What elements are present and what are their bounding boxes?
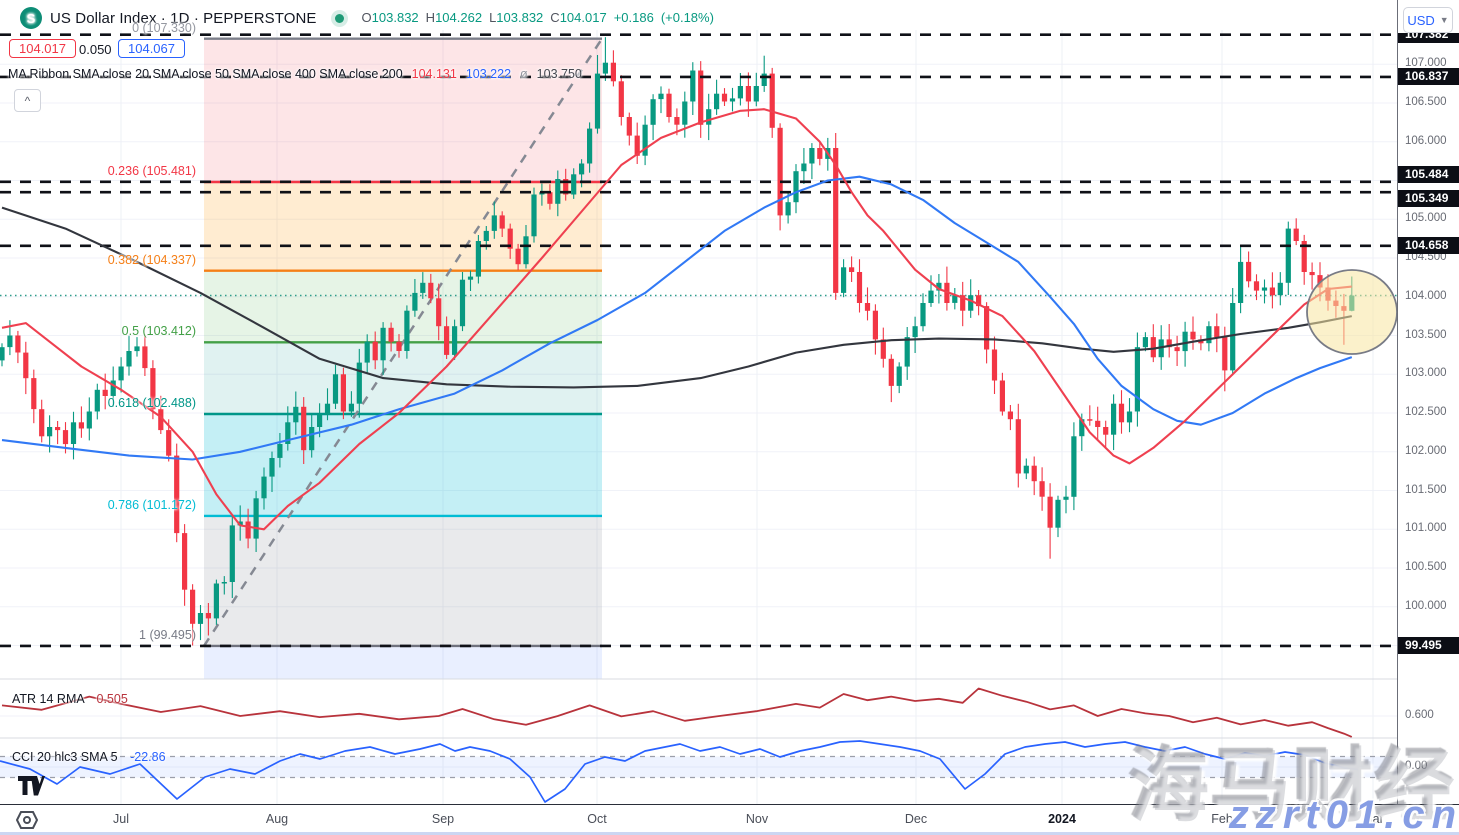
- marked-price-label: 106.837: [1398, 68, 1459, 86]
- marked-price-label: 105.349: [1398, 189, 1459, 207]
- symbol-title: US Dollar Index · 1D · PEPPERSTONE: [50, 9, 317, 27]
- time-axis[interactable]: Jul Aug Sep Oct Nov Dec 2024 Feb Mar: [0, 804, 1459, 834]
- time-axis-label: Dec: [904, 812, 928, 826]
- chevron-down-icon: ▼: [1439, 15, 1449, 25]
- marked-price-label: 107.382: [1398, 33, 1459, 44]
- market-status-dot: [334, 13, 344, 23]
- atr-value: 0.505: [96, 692, 128, 706]
- time-axis-label: 2024: [1048, 812, 1076, 826]
- ma-ribbon-value: 104.131: [411, 67, 457, 81]
- price-tick-label: 105.000: [1405, 212, 1447, 225]
- cci-title: CCI 20 hlc3 SMA 5: [12, 750, 118, 764]
- ma-ribbon-legend[interactable]: MA Ribbon SMA close 20 SMA close 50 SMA …: [8, 67, 582, 81]
- collapse-indicators-button[interactable]: ^: [14, 89, 41, 112]
- fib-level-label: 0.5 (103.412): [121, 324, 196, 339]
- price-tick-label: 103.000: [1405, 367, 1447, 380]
- cci-axis-label: 0.00: [1405, 760, 1428, 772]
- bottom-strip: [0, 832, 1459, 835]
- price-tick-label: 107.000: [1405, 57, 1447, 70]
- ma-ribbon-value: 103.222: [465, 67, 512, 81]
- marked-price-label: 104.658: [1398, 237, 1459, 255]
- time-axis-label: Sep: [431, 812, 455, 826]
- fib-level-label: 0.618 (102.488): [107, 395, 196, 410]
- time-axis-label: Jul: [113, 812, 129, 826]
- tradingview-logo[interactable]: [18, 776, 45, 796]
- fib-level-label: 0.786 (101.172): [107, 497, 196, 512]
- price-tick-label: 102.500: [1405, 406, 1447, 419]
- price-tick-label: 103.500: [1405, 328, 1447, 341]
- last-price-flag[interactable]: 104.017: [9, 39, 76, 58]
- marked-price-label: 99.495: [1398, 637, 1459, 655]
- price-tick-label: 101.500: [1405, 483, 1447, 496]
- price-tick-label: 106.000: [1405, 134, 1447, 147]
- axis-settings-gear-icon[interactable]: [16, 811, 38, 829]
- time-axis-label: Aug: [265, 812, 289, 826]
- currency-label: USD: [1407, 12, 1435, 28]
- atr-legend[interactable]: ATR 14 RMA 0.505: [12, 692, 128, 706]
- price-tick-label: 101.000: [1405, 522, 1447, 535]
- atr-axis-label: 0.600: [1405, 709, 1434, 721]
- time-axis-label: Mar: [1362, 812, 1384, 826]
- marked-price-label: 105.484: [1398, 166, 1459, 184]
- spread-value: 0.050: [79, 42, 112, 57]
- price-axis[interactable]: USD ▼ 107.000 106.500 106.000 105.000 104.50…: [1397, 0, 1459, 835]
- symbol-logo: S: [20, 7, 42, 29]
- cci-legend[interactable]: CCI 20 hlc3 SMA 5 -22.86: [12, 750, 166, 764]
- ma-ribbon-values: 104.131 103.222 ø 103.750: [403, 67, 582, 81]
- price-tick-label: 100.000: [1405, 599, 1447, 612]
- cci-value: -22.86: [130, 750, 166, 764]
- fib-level-label: 1 (99.495): [139, 627, 196, 642]
- price-tick-label: 100.500: [1405, 561, 1447, 574]
- counter-price-flag[interactable]: 104.067: [118, 39, 185, 58]
- price-tick-label: 104.000: [1405, 289, 1447, 302]
- fib-level-label: 0 (107.330): [132, 20, 196, 35]
- ma-ribbon-value: ø: [520, 67, 528, 81]
- currency-selector-button[interactable]: USD ▼: [1403, 7, 1453, 33]
- price-tick-label: 102.000: [1405, 444, 1447, 457]
- fib-level-label: 0.382 (104.337): [107, 252, 196, 267]
- fib-level-label: 0.236 (105.481): [107, 163, 196, 178]
- ma-ribbon-title: MA Ribbon SMA close 20 SMA close 50 SMA …: [8, 67, 403, 81]
- time-axis-label: Oct: [587, 812, 607, 826]
- time-axis-label: Nov: [745, 812, 769, 826]
- time-axis-label: Feb: [1211, 812, 1233, 826]
- watermark-cjk: 海马财经: [1129, 742, 1457, 831]
- watermark-url: zzrt01.cn: [1228, 793, 1459, 835]
- symbol-legend-row[interactable]: S US Dollar Index · 1D · PEPPERSTONE O10…: [20, 6, 721, 30]
- price-tick-label: 106.500: [1405, 96, 1447, 109]
- ohlc-values: O103.832 H104.262 L103.832 C104.017 +0.186 (+…: [361, 10, 714, 25]
- ma-ribbon-value: 103.750: [536, 67, 582, 81]
- atr-title: ATR 14 RMA: [12, 692, 85, 706]
